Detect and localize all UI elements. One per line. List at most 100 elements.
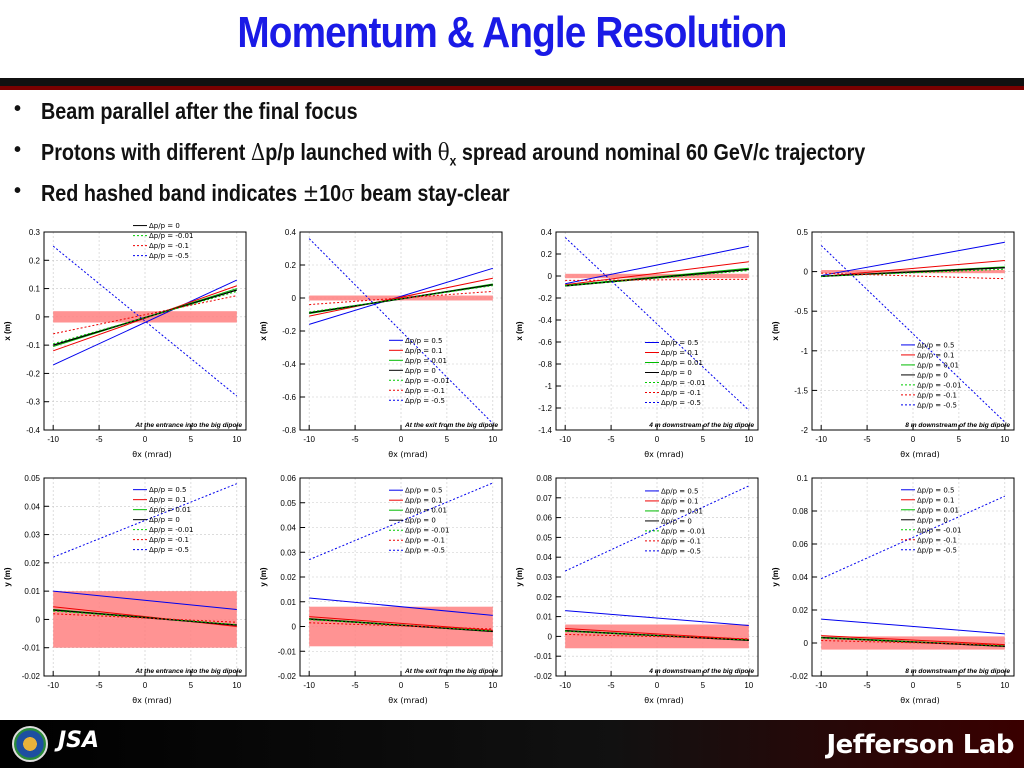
legend-entry: Δp/p = 0.5	[917, 486, 954, 494]
chart-2: -10 -5 0 5 10 -0.8 -0.6 -0.4 -0.2 0 0.2 0.4 θx (mrad…	[259, 228, 503, 459]
series-line	[308, 238, 494, 424]
x-axis-label: θx (mrad)	[644, 696, 683, 705]
y-tick-label: 0	[548, 272, 553, 281]
chart-3: -10 -5 0 5 10 -1.4 -1.2 -1 -0.8 -0.6 -0.4 -0.2 0 0.2 0…	[515, 228, 759, 459]
y-tick-label: 0.04	[536, 553, 552, 562]
legend-entry: Δp/p = 0.01	[917, 506, 959, 514]
y-tick-label: 0.07	[536, 494, 552, 503]
y-tick-label: 0.06	[792, 540, 808, 549]
y-tick-label: -1	[801, 347, 809, 356]
series-line	[53, 610, 237, 626]
y-tick-label: -0.01	[534, 652, 553, 661]
y-tick-label: 0.04	[280, 524, 296, 533]
y-tick-label: 0.1	[797, 474, 809, 483]
y-tick-label: -0.01	[22, 644, 41, 653]
legend-entry: Δp/p = -0.5	[149, 546, 189, 554]
y-tick-label: -0.02	[22, 672, 41, 681]
legend-entry: Δp/p = -0.01	[917, 526, 961, 534]
legend-entry: Δp/p = -0.5	[405, 397, 445, 405]
series-line	[820, 245, 1006, 423]
bullet-text-mid: p/p launched with	[265, 139, 438, 165]
chart-annotation: 8 m downstream of the big dipole	[905, 668, 1010, 675]
legend-entry: Δp/p = -0.01	[917, 381, 961, 389]
chart-8: -10 -5 0 5 10 -0.02 0 0.02 0.04 0.06 0.08 0.1 θx (mr…	[771, 474, 1015, 705]
series-line	[821, 241, 1005, 277]
series-line	[53, 295, 237, 335]
y-tick-label: 0	[804, 639, 809, 648]
y-tick-label: 0.06	[536, 514, 552, 523]
x-tick-label: -5	[864, 435, 872, 444]
legend-entry: Δp/p = 0.5	[661, 487, 698, 495]
x-tick-label: -10	[303, 681, 315, 690]
bullet-text-pre: Red hashed band indicates	[41, 180, 303, 206]
y-tick-label: 0.5	[797, 228, 809, 237]
x-axis-label: θx (mrad)	[132, 696, 171, 705]
legend-entry: Δp/p = 0.5	[149, 486, 186, 494]
y-tick-label: -0.6	[282, 393, 296, 402]
y-tick-label: -0.2	[282, 327, 296, 336]
y-axis-label: x (m)	[515, 321, 524, 340]
x-tick-label: 0	[143, 435, 148, 444]
y-tick-label: -0.2	[26, 369, 40, 378]
legend-entry: Δp/p = -0.1	[405, 537, 445, 545]
y-tick-label: -0.4	[26, 426, 40, 435]
stay-clear-band	[565, 273, 749, 279]
x-tick-label: -5	[608, 435, 616, 444]
series-line	[309, 285, 493, 313]
x-axis-label: θx (mrad)	[644, 450, 683, 459]
y-tick-label: 0.3	[29, 228, 41, 237]
bullet-text: Red hashed band indicates ±10σ beam stay…	[41, 180, 510, 207]
y-axis-label: y (m)	[771, 567, 780, 586]
bullet-text: Beam parallel after the final focus	[41, 98, 358, 125]
x-tick-label: 0	[399, 681, 404, 690]
chart-1: -10 -5 0 5 10 -0.4 -0.3 -0.2 -0.1 0 0.1 0.2 0.3 θx (m…	[3, 222, 247, 459]
footer-bar: JSA Jefferson Lab	[0, 720, 1024, 768]
stay-clear-band	[565, 624, 749, 649]
bullet-glyph: •	[14, 98, 22, 120]
y-tick-label: 0	[548, 632, 553, 641]
x-tick-label: -10	[559, 681, 571, 690]
y-tick-label: -0.02	[790, 672, 809, 681]
legend-entry: Δp/p = -0.5	[661, 399, 701, 407]
bullet-text-pre: Beam parallel after the final focus	[41, 98, 358, 124]
legend-entry: Δp/p = 0.01	[661, 507, 703, 515]
bullet-item: • Beam parallel after the final focus	[14, 98, 1024, 139]
x-tick-label: 5	[189, 435, 194, 444]
legend-entry: Δp/p = 0.1	[405, 497, 442, 505]
y-axis-label: y (m)	[3, 567, 12, 586]
series-line	[821, 618, 1005, 635]
y-tick-label: -0.3	[26, 398, 40, 407]
legend-entry: Δp/p = -0.1	[405, 387, 445, 395]
legend-entry: Δp/p = -0.5	[917, 546, 957, 554]
chart-4: -10 -5 0 5 10 -2 -1.5 -1 -0.5 0 0.5 θx (mrad) x (m) 8…	[771, 228, 1015, 459]
x-tick-label: -10	[815, 681, 827, 690]
legend-entry: Δp/p = -0.5	[405, 547, 445, 555]
chart-annotation: At the entrance into the big dipole	[134, 422, 242, 429]
chart-grid: -10 -5 0 5 10 -0.4 -0.3 -0.2 -0.1 0 0.1 0.2 0.3 θx (m…	[0, 222, 1024, 705]
series-line	[308, 482, 494, 561]
y-tick-label: 0.02	[792, 606, 808, 615]
chart-6: -10 -5 0 5 10 -0.02 -0.01 0 0.01 0.02 0.03 0.04 0.05…	[259, 474, 503, 705]
series-line	[821, 635, 1005, 646]
legend-entry: Δp/p = 0	[405, 367, 436, 375]
y-tick-label: 0	[292, 623, 297, 632]
x-axis-label: θx (mrad)	[388, 696, 427, 705]
chart-annotation: 4 m downstream of the big dipole	[648, 422, 754, 429]
x-tick-label: -5	[96, 681, 104, 690]
series-line	[821, 266, 1005, 278]
x-tick-label: 10	[744, 435, 753, 444]
y-tick-label: 0.02	[536, 593, 552, 602]
series-line	[565, 270, 749, 287]
jefferson-lab-logo: Jefferson Lab	[826, 730, 1014, 760]
y-tick-label: -1.5	[794, 386, 808, 395]
legend-entry: Δp/p = -0.01	[405, 377, 449, 385]
legend-entry: Δp/p = -0.5	[661, 547, 701, 555]
y-tick-label: 0.2	[29, 256, 41, 265]
x-tick-label: -5	[352, 435, 360, 444]
theta-subscript: x	[449, 152, 457, 169]
y-tick-label: 0.01	[24, 587, 40, 596]
x-tick-label: 0	[655, 681, 660, 690]
legend-entry: Δp/p = -0.5	[917, 401, 957, 409]
x-tick-label: 0	[911, 435, 916, 444]
y-tick-label: 0	[36, 615, 41, 624]
